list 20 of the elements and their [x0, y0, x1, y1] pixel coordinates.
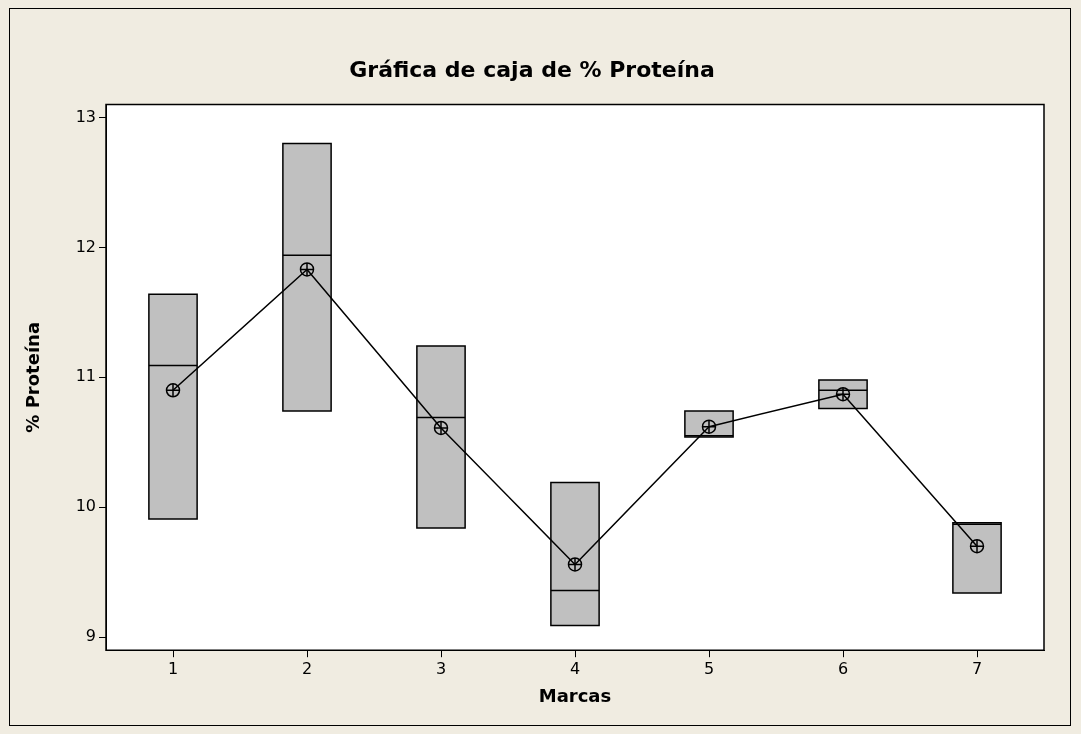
point [567, 557, 583, 572]
y-tick-label: 12 [75, 236, 96, 256]
x-tick-label: 5 [703, 658, 715, 678]
y-axis-title: % Proteína [22, 321, 44, 433]
x-tick-label: 1 [167, 658, 179, 678]
x-tick-label: 4 [569, 658, 581, 678]
point [969, 538, 985, 554]
chart-title: Gráfica de caja de % Proteína [349, 56, 715, 82]
point [165, 383, 181, 398]
y-tick-label: 11 [75, 366, 96, 386]
x-tick-label: 3 [435, 658, 447, 678]
x-tick-label: 2 [301, 658, 313, 678]
x-tick-label: 7 [971, 658, 983, 678]
x-tick-label: 6 [837, 658, 849, 678]
y-tick-label: 10 [75, 496, 96, 516]
point [299, 262, 315, 277]
y-tick-label: 9 [85, 626, 96, 646]
point [433, 420, 449, 436]
y-tick-label: 13 [75, 106, 96, 126]
x-axis-title: Marcas [538, 684, 612, 706]
